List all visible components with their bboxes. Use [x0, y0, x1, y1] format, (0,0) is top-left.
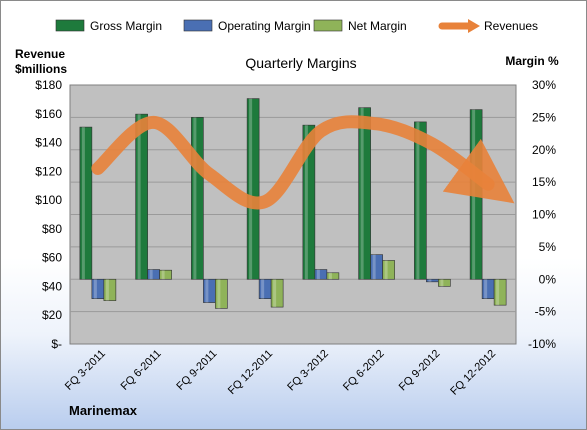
bar-highlight	[360, 107, 364, 280]
legend: Gross Margin Operating Margin Net Margin Re…	[55, 19, 538, 33]
right-tick-label: -5%	[535, 305, 557, 319]
bar-highlight	[217, 279, 221, 309]
bar-highlight	[484, 279, 488, 299]
right-axis-label: Margin %	[505, 54, 559, 68]
bar-net-margin	[270, 278, 284, 308]
left-axis-label-line2: $millions	[15, 62, 67, 76]
bar-gross-margin	[135, 113, 148, 280]
company-name: Marinemax	[69, 403, 138, 418]
bar-operating-margin	[203, 278, 216, 303]
right-tick-label: 5%	[539, 240, 557, 254]
bar-gross-margin	[191, 117, 204, 280]
legend-label: Operating Margin	[218, 19, 311, 33]
bar-highlight	[81, 127, 85, 280]
left-tick-label: $160	[35, 107, 62, 121]
x-tick-label: FQ 3-2012	[285, 348, 331, 394]
bar-highlight	[328, 272, 332, 280]
bar-highlight	[440, 279, 444, 287]
bar-operating-margin	[370, 254, 383, 280]
left-tick-label: $180	[35, 78, 62, 92]
bar-highlight	[205, 279, 209, 303]
bar-net-margin	[326, 272, 340, 280]
bar-operating-margin	[481, 278, 495, 299]
bar-gross-margin	[414, 121, 427, 280]
bar-highlight	[372, 254, 376, 280]
bar-gross-margin	[246, 98, 260, 280]
left-tick-label: $40	[42, 279, 62, 293]
bar-net-margin	[215, 278, 228, 309]
bar-operating-margin	[426, 278, 439, 283]
bar-operating-margin	[258, 278, 272, 299]
right-tick-label: -10%	[528, 337, 556, 351]
bar-highlight	[93, 279, 97, 299]
bar-gross-margin	[469, 109, 483, 280]
left-axis-ticks: $- $20 $40 $60 $80 $100 $120 $140 $160 $180	[35, 78, 62, 351]
bar-net-margin	[382, 260, 395, 280]
left-axis-label-line1: Revenue	[15, 47, 65, 61]
legend-arrow-icon	[468, 19, 480, 33]
bar-net-margin	[438, 278, 451, 287]
bar-highlight	[384, 260, 388, 280]
x-tick-label: FQ 9-2011	[174, 348, 219, 393]
right-tick-label: 30%	[532, 78, 556, 92]
right-tick-label: 15%	[532, 175, 556, 189]
x-tick-label: FQ 3-2011	[63, 348, 108, 393]
chart-title: Quarterly Margins	[245, 55, 356, 71]
right-tick-label: 20%	[532, 143, 556, 157]
bar-highlight	[105, 279, 109, 301]
left-tick-label: $80	[42, 222, 62, 236]
left-tick-label: $20	[42, 308, 62, 322]
bar-gross-margin	[302, 124, 316, 280]
bar-gross-margin	[358, 107, 371, 280]
x-tick-label: FQ 12-2011	[226, 348, 275, 397]
bar-highlight	[193, 117, 197, 280]
left-tick-label: $120	[35, 164, 62, 178]
right-tick-label: 25%	[532, 110, 556, 124]
bar-net-margin	[159, 269, 172, 280]
x-tick-label: FQ 6-2012	[341, 348, 387, 394]
x-tick-label: FQ 12-2012	[448, 348, 498, 398]
x-axis-labels: FQ 3-2011 FQ 6-2011 FQ 9-2011 FQ 12-2011 FQ …	[63, 348, 498, 398]
bar-highlight	[496, 279, 500, 306]
bar-highlight	[472, 109, 476, 280]
legend-swatch	[183, 19, 213, 32]
x-tick-label: FQ 9-2012	[397, 348, 443, 394]
legend-label: Gross Margin	[90, 19, 162, 33]
bar-highlight	[161, 270, 165, 280]
bar-net-margin	[493, 278, 507, 306]
left-tick-label: $-	[51, 337, 62, 351]
bar-highlight	[273, 279, 277, 308]
bar-highlight	[137, 114, 141, 280]
left-tick-label: $100	[35, 193, 62, 207]
right-tick-label: 0%	[539, 272, 557, 286]
bar-operating-margin	[314, 269, 328, 280]
legend-swatch	[55, 19, 85, 32]
x-tick-label: FQ 6-2011	[119, 348, 164, 393]
left-tick-label: $140	[35, 136, 62, 150]
bar-highlight	[261, 279, 265, 299]
bar-gross-margin	[79, 126, 93, 280]
bar-highlight	[249, 98, 253, 280]
bar-operating-margin	[91, 278, 105, 299]
legend-label: Net Margin	[348, 19, 407, 33]
revenue-series-line	[91, 115, 515, 210]
right-tick-label: 10%	[532, 208, 556, 222]
right-axis-ticks: -10% -5% 0% 5% 10% 15% 20% 25% 30%	[528, 78, 556, 351]
bar-highlight	[416, 121, 420, 280]
legend-label: Revenues	[484, 19, 538, 33]
bar-highlight	[428, 279, 432, 282]
bar-highlight	[149, 269, 153, 280]
bar-operating-margin	[147, 269, 160, 280]
left-tick-label: $60	[42, 251, 62, 265]
bar-highlight	[316, 269, 320, 280]
legend-swatch	[313, 19, 343, 32]
bar-net-margin	[103, 278, 117, 301]
bar-highlight	[304, 125, 308, 280]
